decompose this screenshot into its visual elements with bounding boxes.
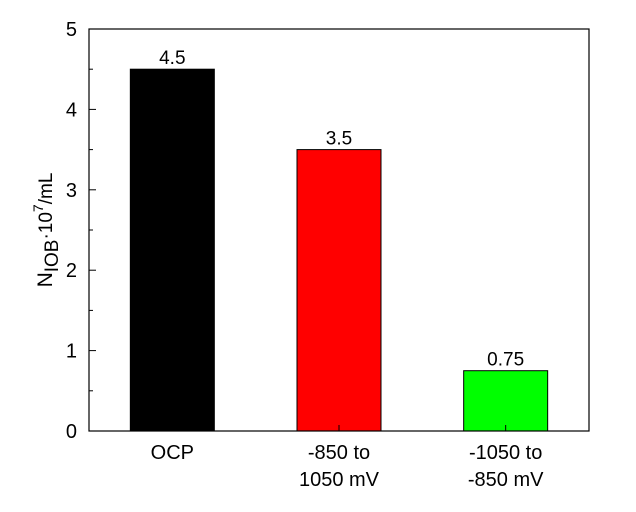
y-axis-title: NIOB·107/mL xyxy=(30,173,63,288)
bar-2 xyxy=(463,370,549,432)
y-axis-title-subscript: IOB xyxy=(42,240,63,273)
x-tick-label-0-line-0: OCP xyxy=(151,442,194,464)
y-axis-title-base: N xyxy=(34,272,57,287)
x-tick-label-2: -1050 to -850 mV xyxy=(468,442,544,491)
value-label-1: 3.5 xyxy=(326,129,352,150)
bars-layer xyxy=(129,68,549,432)
y-tick-label-0: 0 xyxy=(66,421,77,443)
bar-0 xyxy=(129,68,215,432)
x-tick-label-0: OCP xyxy=(151,442,194,464)
plot-frame xyxy=(88,28,590,432)
x-tick-label-1-line-0: -850 to xyxy=(308,442,370,464)
x-tick-label-2-line-0: -1050 to xyxy=(469,442,542,464)
bar-1 xyxy=(296,149,382,432)
y-axis-title-unit: /mL xyxy=(36,173,57,205)
y-tick-label-4: 4 xyxy=(66,99,77,121)
y-tick-label-5: 5 xyxy=(66,19,77,41)
value-label-0: 4.5 xyxy=(159,48,185,69)
x-tick-label-2-line-1: -850 mV xyxy=(468,469,544,491)
value-labels-layer: 4.5 3.5 0.75 xyxy=(159,48,524,371)
y-axis-title-multiplier: ·10 xyxy=(36,212,57,239)
value-label-2: 0.75 xyxy=(487,350,524,371)
y-tick-labels: 0 1 2 3 4 5 xyxy=(66,19,77,443)
y-axis-title-superscript: 7 xyxy=(30,204,46,212)
y-tick-label-1: 1 xyxy=(66,341,77,363)
x-tick-label-1-line-1: 1050 mV xyxy=(299,469,380,491)
x-tick-label-1: -850 to 1050 mV xyxy=(299,442,380,491)
x-tick-labels: OCP -850 to 1050 mV -1050 to -850 mV xyxy=(151,442,544,491)
y-tick-label-2: 2 xyxy=(66,260,77,282)
y-tick-label-3: 3 xyxy=(66,180,77,202)
